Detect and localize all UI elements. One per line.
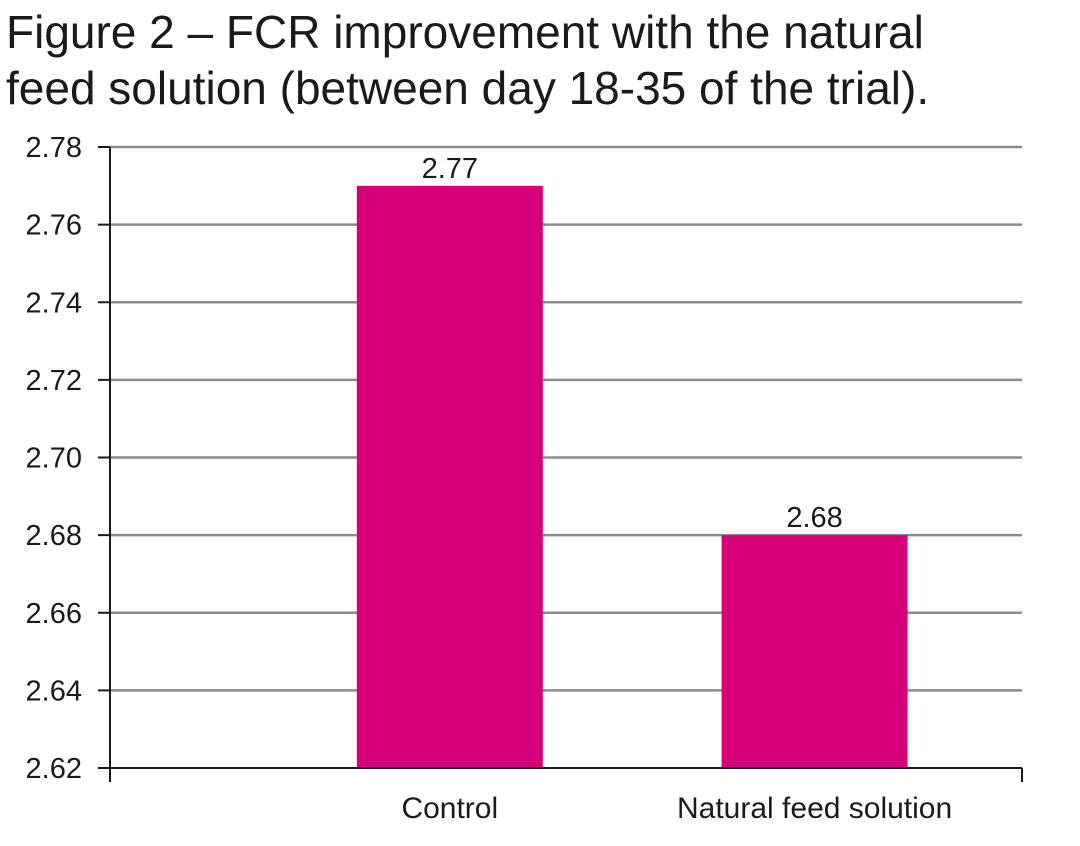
data-label: 2.68 — [786, 502, 842, 534]
y-tick-label: 2.70 — [26, 443, 82, 475]
x-category-label: Natural feed solution — [677, 792, 952, 825]
bar-control — [356, 185, 543, 768]
y-tick-label: 2.64 — [26, 675, 82, 707]
y-tick-label: 2.72 — [26, 365, 82, 397]
data-label: 2.77 — [422, 153, 478, 185]
y-tick-label: 2.74 — [26, 287, 82, 319]
chart-title-line-1: Figure 2 – FCR improvement with the natu… — [6, 6, 924, 58]
bars — [356, 185, 908, 768]
axes — [98, 146, 1023, 782]
y-tick-label: 2.66 — [26, 598, 82, 630]
y-tick-label: 2.62 — [26, 753, 82, 785]
chart-title-line-2: feed solution (between day 18-35 of the … — [6, 62, 930, 114]
y-tick-label: 2.76 — [26, 210, 82, 242]
gridlines — [110, 145, 1022, 692]
labels: 2.62 2.64 2.66 2.68 2.70 2.72 2.74 2.76 2.78 2.77… — [26, 132, 953, 825]
bar-natural-feed-solution — [721, 535, 908, 768]
x-category-label: Control — [401, 792, 498, 825]
y-tick-label: 2.68 — [26, 520, 82, 552]
y-tick-label: 2.78 — [26, 132, 82, 164]
chart-title: Figure 2 – FCR improvement with the natu… — [6, 4, 1076, 116]
